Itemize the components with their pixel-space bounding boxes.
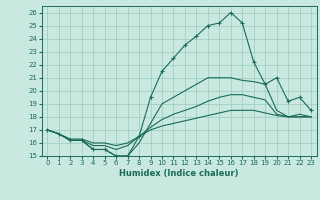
X-axis label: Humidex (Indice chaleur): Humidex (Indice chaleur) xyxy=(119,169,239,178)
